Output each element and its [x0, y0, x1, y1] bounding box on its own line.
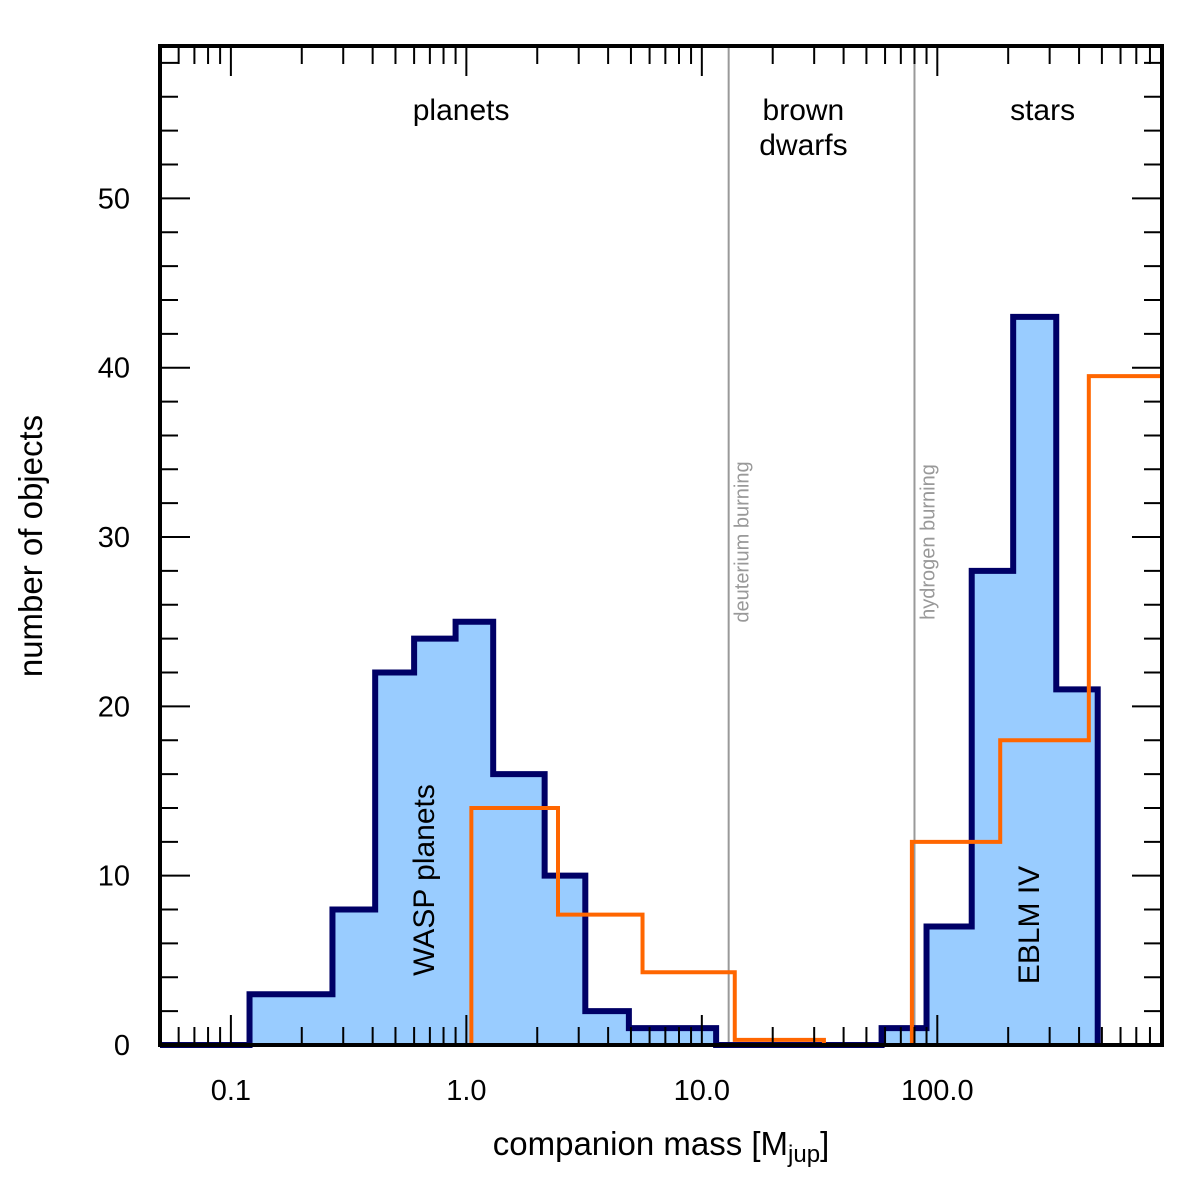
y-tick-label-0: 0	[114, 1030, 130, 1062]
series-fill-0	[160, 316, 1098, 1045]
region-label-0-0: planets	[413, 94, 510, 127]
boundary-layer	[727, 46, 916, 1045]
series-outline-1	[160, 374, 1164, 1047]
region-label-1-1: dwarfs	[759, 129, 847, 162]
plot-frame-border	[158, 44, 1164, 1047]
boundary-label-1: hydrogen burning	[917, 464, 939, 620]
boundary-label-0: deuterium burning	[732, 461, 754, 622]
y-tick-label-2: 20	[98, 691, 130, 723]
x-axis-title-main: companion mass [M	[493, 1125, 788, 1162]
series-label-1: EBLM IV	[1013, 866, 1046, 984]
x-axis-title: companion mass [Mjup]	[493, 1125, 829, 1168]
text-layer: deuterium burning hydrogen burning 0 10 20 30…	[12, 94, 1075, 1168]
x-tick-label-1: 1.0	[446, 1075, 486, 1107]
y-tick-label-5: 50	[98, 183, 130, 215]
y-tick-label-4: 40	[98, 353, 130, 385]
x-axis-title-close: ]	[820, 1125, 829, 1162]
bars-layer	[160, 313, 1164, 1048]
x-tick-label-2: 10.0	[674, 1075, 730, 1107]
x-tick-label-0: 0.1	[211, 1075, 251, 1107]
series-label-0: WASP planets	[408, 784, 441, 976]
region-label-2-0: stars	[1010, 94, 1075, 127]
series-outline-0	[160, 313, 1101, 1048]
region-label-1-0: brown	[763, 94, 845, 127]
x-axis-title-sub: jup	[787, 1141, 820, 1168]
y-tick-label-3: 30	[98, 522, 130, 554]
y-tick-label-1: 10	[98, 861, 130, 893]
x-tick-label-3: 100.0	[901, 1075, 974, 1107]
plot-frame	[158, 44, 1164, 1047]
y-axis-title: number of objects	[12, 415, 49, 677]
